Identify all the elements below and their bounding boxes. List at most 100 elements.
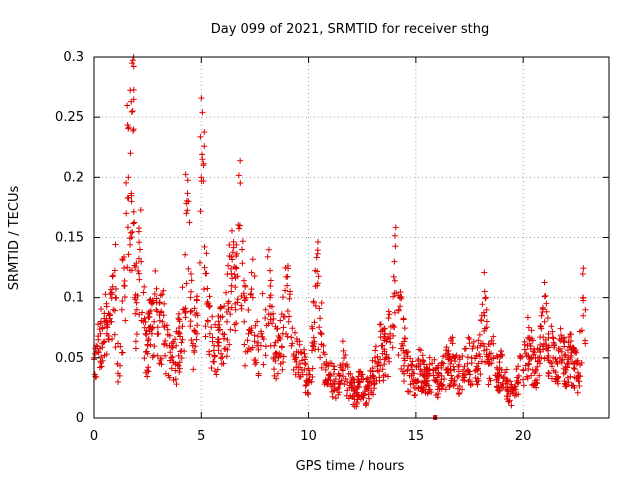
data-point (574, 357, 581, 364)
data-point (274, 325, 281, 332)
data-point (538, 323, 545, 330)
data-point (315, 273, 322, 280)
data-point (401, 338, 408, 345)
data-point (220, 360, 227, 367)
data-point (367, 367, 374, 374)
data-point (151, 290, 158, 297)
data-point (185, 265, 192, 272)
data-point (173, 342, 180, 349)
data-point (504, 393, 511, 400)
data-point (549, 334, 556, 341)
data-point (327, 360, 334, 367)
data-point (145, 337, 152, 344)
data-point (203, 270, 210, 277)
data-point (316, 324, 323, 331)
data-point (240, 290, 247, 297)
data-point (262, 306, 269, 313)
chart-title: Day 099 of 2021, SRMTID for receiver sth… (211, 22, 490, 37)
data-point (362, 400, 369, 407)
data-point (135, 255, 142, 262)
data-point (133, 306, 140, 313)
data-point (201, 264, 208, 271)
data-point (130, 86, 137, 93)
data-point (449, 353, 456, 360)
data-point (570, 364, 577, 371)
data-point (475, 337, 482, 344)
data-point (137, 207, 144, 214)
data-point (224, 336, 231, 343)
data-point (128, 108, 135, 115)
data-point (314, 239, 321, 246)
data-point (508, 402, 515, 409)
data-point (132, 296, 139, 303)
data-point (529, 367, 536, 374)
data-point (439, 359, 446, 366)
data-point (565, 379, 572, 386)
data-point (124, 224, 131, 231)
data-point (126, 267, 133, 274)
data-point (187, 308, 194, 315)
data-point (247, 327, 254, 334)
data-point (533, 379, 540, 386)
data-point (265, 246, 272, 253)
data-point (363, 400, 370, 407)
data-point (305, 378, 312, 385)
data-point (579, 271, 586, 278)
data-point (513, 378, 520, 385)
data-point (257, 342, 264, 349)
data-point (303, 381, 310, 388)
data-point (227, 326, 234, 333)
data-point (302, 353, 309, 360)
data-point (485, 381, 492, 388)
data-point (366, 395, 373, 402)
data-point (212, 368, 219, 375)
data-point (280, 353, 287, 360)
data-point (98, 363, 105, 370)
data-point (554, 380, 561, 387)
data-point (251, 332, 258, 339)
data-point (313, 254, 320, 261)
data-point (228, 282, 235, 289)
data-point (466, 340, 473, 347)
data-point (267, 292, 274, 299)
data-point (391, 309, 398, 316)
data-point (102, 291, 109, 298)
data-point (384, 335, 391, 342)
data-point (464, 354, 471, 361)
data-point (280, 313, 287, 320)
data-point (176, 329, 183, 336)
data-point (387, 339, 394, 346)
data-point (125, 195, 132, 202)
data-point (228, 227, 235, 234)
data-point (193, 297, 200, 304)
data-point (183, 280, 190, 287)
data-point (317, 329, 324, 336)
data-point (112, 241, 119, 248)
data-point (174, 361, 181, 368)
data-point (426, 386, 433, 393)
data-point (381, 361, 388, 368)
data-point (562, 351, 569, 358)
data-point (557, 345, 564, 352)
data-point (205, 300, 212, 307)
data-point (344, 387, 351, 394)
data-point (147, 341, 154, 348)
data-point (363, 386, 370, 393)
data-point (374, 353, 381, 360)
data-point (301, 346, 308, 353)
data-point (193, 336, 200, 343)
data-point (400, 378, 407, 385)
data-point (103, 300, 110, 307)
data-point (152, 267, 159, 274)
data-point (136, 246, 143, 253)
data-point (131, 219, 138, 226)
data-point (444, 370, 451, 377)
data-point (481, 347, 488, 354)
data-point (196, 259, 203, 266)
data-point (304, 389, 311, 396)
data-point (369, 357, 376, 364)
data-point (453, 352, 460, 359)
data-point (226, 341, 233, 348)
data-point (145, 364, 152, 371)
data-point (233, 320, 240, 327)
